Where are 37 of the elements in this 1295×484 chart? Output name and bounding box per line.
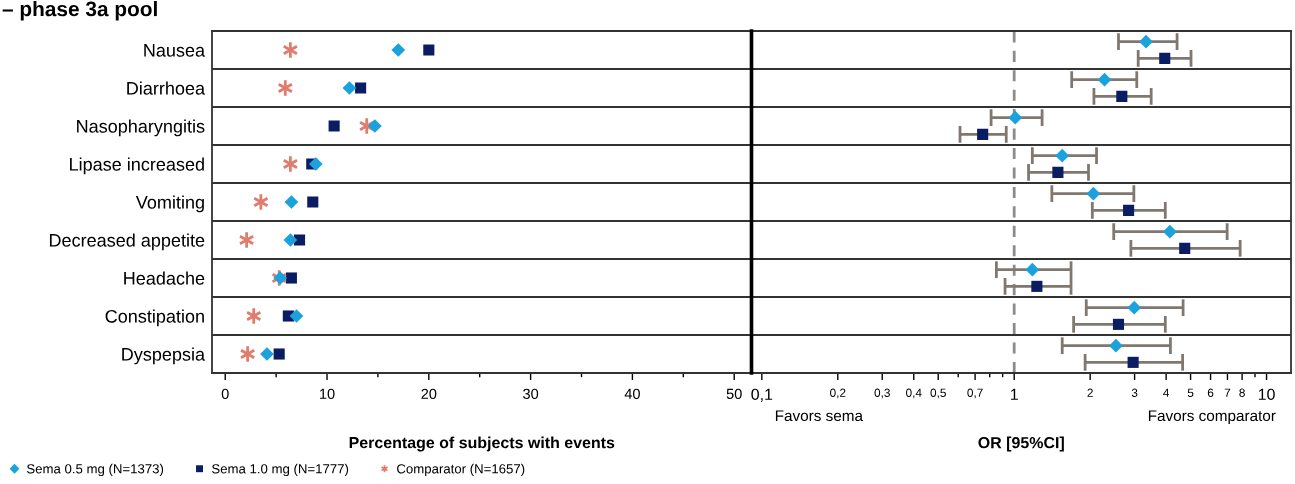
y-tick-label: Diarrhoea <box>127 81 206 95</box>
x-tick-label: 4 <box>1163 388 1170 397</box>
x-tick-label: 8 <box>1239 388 1245 397</box>
x-tick-label: 0,4 <box>906 388 922 399</box>
x-tick-label: 5 <box>1187 388 1194 397</box>
y-tick-label: Constipation <box>105 309 204 327</box>
x-tick-label: 0,1 <box>751 388 773 402</box>
x-tick-label: 6 <box>1207 388 1214 397</box>
y-tick-label: Vomiting <box>135 195 204 213</box>
y-tick-label: Decreased appetite <box>49 233 205 251</box>
x-tick-label: 0,5 <box>930 388 946 399</box>
x-tick-label: 7 <box>1224 388 1231 397</box>
x-axis-title: Percentage of subjects with events <box>349 436 615 452</box>
text: Favors sema <box>775 410 863 422</box>
x-tick-label: 0,2 <box>830 388 846 399</box>
text: Favors comparator <box>1148 410 1276 425</box>
x-tick-label: 50 <box>726 388 742 399</box>
x-tick-label: 0,7 <box>967 388 983 399</box>
y-tick-label: Nasopharyngitis <box>77 119 205 137</box>
x-axis-title: OR [95%CI] <box>978 436 1064 452</box>
x-tick-label: 20 <box>421 388 437 399</box>
x-tick-label: 0,3 <box>874 388 890 399</box>
x-tick-label: 1 <box>1010 388 1018 400</box>
y-tick-label: Dyspepsia <box>122 347 206 365</box>
legend-label: Sema 0.5 mg (N=1373) <box>26 463 164 477</box>
legend-label: Sema 1.0 mg (N=1777) <box>211 463 349 477</box>
y-tick-label: Lipase increased <box>70 157 204 175</box>
x-tick-label: 40 <box>624 388 640 399</box>
chart-title: – phase 3a pool <box>2 1 157 21</box>
x-tick-label: 2 <box>1087 388 1093 397</box>
x-tick-label: 3 <box>1131 388 1138 397</box>
y-tick-label: Nausea <box>144 44 206 57</box>
x-tick-label: 10 <box>1258 388 1275 401</box>
x-tick-label: 30 <box>523 388 539 399</box>
x-tick-label: 10 <box>320 388 335 399</box>
y-tick-label: Headache <box>124 271 205 285</box>
x-tick-label: 0 <box>221 388 229 399</box>
